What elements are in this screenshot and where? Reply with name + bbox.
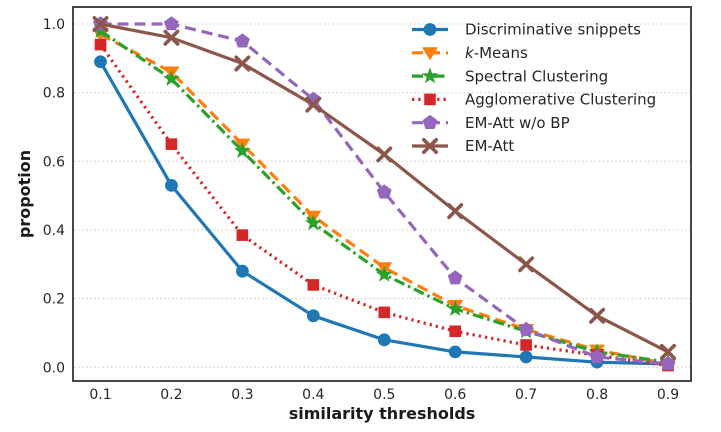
- series-agglomerative-clustering: [94, 38, 674, 372]
- star-icon: [421, 67, 439, 84]
- x-tick-label: 0.8: [586, 387, 608, 403]
- pentagon-marker: [376, 184, 392, 199]
- x-tick-label: 0.5: [373, 387, 395, 403]
- y-tick-label: 0.6: [43, 154, 65, 170]
- x-marker: [163, 29, 180, 46]
- x-marker: [447, 203, 464, 220]
- x-tick-label: 0.3: [231, 387, 253, 403]
- legend-label: Agglomerative Clustering: [465, 91, 656, 109]
- square-marker: [94, 38, 107, 51]
- x-tick-labels: 0.1 0.2 0.3 0.4 0.5 0.6 0.7 0.8 0.9: [89, 387, 679, 403]
- x-marker: [518, 256, 535, 273]
- circle-marker: [519, 350, 533, 364]
- legend-item-em-att: EM-Att: [412, 137, 514, 155]
- circle-marker: [94, 55, 107, 69]
- legend-label: Spectral Clustering: [465, 67, 608, 85]
- x-tick-label: 0.6: [444, 387, 466, 403]
- x-marker: [376, 146, 393, 163]
- pentagon-marker: [589, 349, 605, 364]
- pentagon-marker: [518, 321, 534, 336]
- star-marker: [234, 142, 251, 159]
- y-tick-label: 1.0: [43, 17, 65, 33]
- pentagon-marker: [234, 33, 250, 48]
- series-em-att: [92, 16, 676, 360]
- series-lines: [92, 16, 677, 372]
- legend-label: EM-Att: [465, 137, 514, 155]
- pentagon-marker: [660, 356, 676, 371]
- square-marker: [236, 229, 249, 241]
- legend: Discriminative snippets k-Means Spectral C…: [412, 21, 656, 155]
- x-marker: [92, 16, 109, 32]
- triangle-down-icon: [422, 47, 438, 61]
- square-icon: [424, 93, 436, 106]
- pentagon-marker: [164, 16, 179, 31]
- x-tick-label: 0.7: [515, 387, 537, 403]
- circle-icon: [423, 23, 437, 36]
- series-line-agglomerative-clustering: [99, 43, 669, 368]
- x-icon: [422, 138, 438, 154]
- y-tick-label: 0.8: [43, 86, 65, 102]
- legend-item-em-att-w-o-bp: EM-Att w/o BP: [412, 114, 570, 132]
- plot-frame: [72, 6, 692, 382]
- circle-marker: [165, 178, 178, 192]
- legend-item-discriminative-snippets: Discriminative snippets: [412, 21, 641, 39]
- legend-label: Discriminative snippets: [465, 21, 641, 39]
- circle-marker: [377, 333, 391, 347]
- square-marker: [449, 325, 461, 338]
- legend-item-k-means: k-Means: [412, 44, 528, 62]
- circle-marker: [306, 309, 320, 323]
- star-marker: [304, 214, 322, 231]
- star-marker: [446, 300, 464, 317]
- legend-item-spectral-clustering: Spectral Clustering: [412, 67, 608, 85]
- star-marker: [375, 265, 393, 282]
- y-tick-label: 0.0: [43, 360, 65, 376]
- legend-item-agglomerative-clustering: Agglomerative Clustering: [412, 91, 656, 109]
- x-tick-label: 0.2: [160, 387, 182, 403]
- x-tick-label: 0.1: [89, 387, 111, 403]
- circle-marker: [235, 264, 249, 278]
- series-line-em-att-w-o-bp: [100, 22, 669, 366]
- legend-label: k-Means: [465, 44, 528, 62]
- x-marker: [234, 55, 251, 72]
- y-tick-label: 0.2: [43, 292, 65, 308]
- x-marker: [589, 307, 606, 324]
- square-marker: [165, 138, 178, 150]
- y-tick-labels: 0.0 0.2 0.4 0.6 0.8 1.0: [43, 17, 65, 376]
- x-tick-label: 0.9: [657, 387, 679, 403]
- x-marker: [305, 96, 322, 113]
- star-marker: [163, 70, 180, 87]
- y-axis-label: propotion: [15, 150, 34, 238]
- square-marker: [520, 339, 532, 351]
- x-tick-label: 0.4: [302, 387, 324, 403]
- x-axis-label: similarity thresholds: [289, 404, 476, 423]
- circle-marker: [448, 345, 462, 359]
- legend-label: EM-Att w/o BP: [465, 114, 570, 132]
- x-marker: [660, 343, 676, 360]
- pentagon-icon: [422, 114, 438, 130]
- pentagon-marker: [447, 270, 463, 285]
- square-marker: [378, 306, 391, 319]
- y-tick-label: 0.4: [43, 223, 65, 239]
- square-marker: [307, 279, 320, 291]
